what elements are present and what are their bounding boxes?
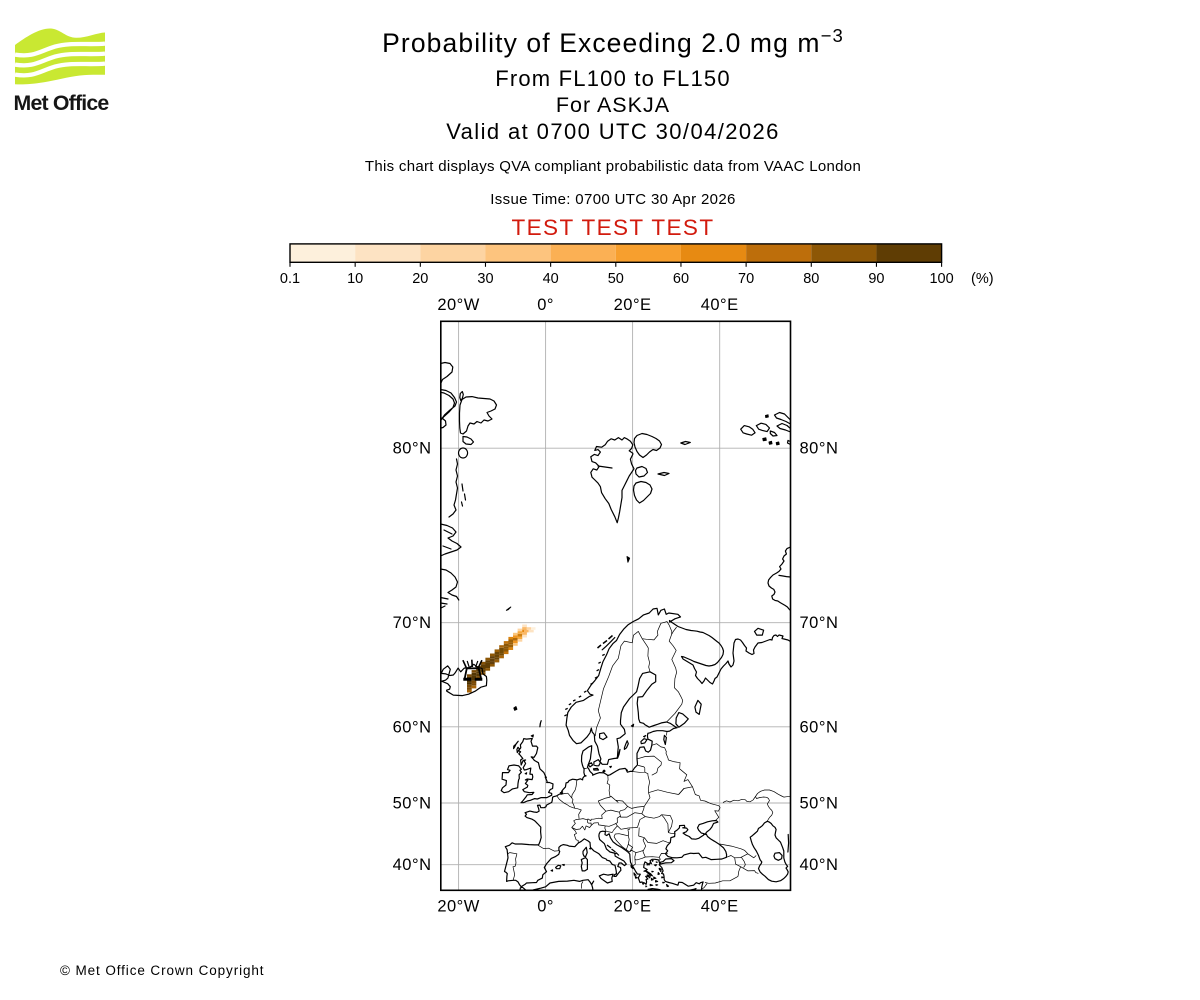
svg-text:10: 10 [347, 271, 363, 287]
svg-text:0.1: 0.1 [280, 271, 300, 287]
svg-text:70: 70 [738, 271, 754, 287]
svg-text:70°N: 70°N [393, 614, 432, 632]
svg-text:This chart displays QVA compli: This chart displays QVA compliant probab… [365, 158, 861, 175]
svg-text:30: 30 [477, 271, 493, 287]
svg-text:Probability of Exceeding 2.0 m: Probability of Exceeding 2.0 mg m−3 [382, 25, 844, 59]
svg-text:From FL100 to FL150: From FL100 to FL150 [495, 66, 731, 91]
svg-text:40°E: 40°E [701, 898, 739, 916]
svg-text:40°N: 40°N [800, 856, 839, 874]
svg-text:50°N: 50°N [800, 795, 839, 813]
svg-text:80°N: 80°N [800, 440, 839, 458]
svg-text:20°W: 20°W [437, 898, 480, 916]
svg-text:© Met Office Crown Copyright: © Met Office Crown Copyright [60, 963, 264, 978]
svg-text:40°E: 40°E [701, 296, 739, 314]
svg-text:Valid at 0700 UTC 30/04/2026: Valid at 0700 UTC 30/04/2026 [446, 119, 780, 144]
svg-text:60: 60 [673, 271, 689, 287]
svg-text:Met Office: Met Office [14, 91, 110, 115]
svg-text:60°N: 60°N [800, 718, 839, 736]
svg-text:90: 90 [868, 271, 884, 287]
svg-text:20°E: 20°E [614, 898, 652, 916]
svg-text:20°W: 20°W [437, 296, 480, 314]
svg-text:100: 100 [929, 271, 953, 287]
svg-text:0°: 0° [537, 296, 554, 314]
svg-text:80°N: 80°N [393, 440, 432, 458]
svg-text:0°: 0° [537, 898, 554, 916]
svg-text:50: 50 [608, 271, 624, 287]
svg-text:80: 80 [803, 271, 819, 287]
svg-text:40°N: 40°N [393, 856, 432, 874]
svg-text:40: 40 [543, 271, 559, 287]
svg-text:50°N: 50°N [393, 795, 432, 813]
svg-text:70°N: 70°N [800, 614, 839, 632]
svg-text:60°N: 60°N [393, 718, 432, 736]
svg-text:Issue Time: 0700 UTC 30 Apr 20: Issue Time: 0700 UTC 30 Apr 2026 [490, 191, 736, 208]
svg-text:20: 20 [412, 271, 428, 287]
svg-text:20°E: 20°E [614, 296, 652, 314]
svg-text:For ASKJA: For ASKJA [556, 93, 670, 117]
svg-text:TEST TEST TEST: TEST TEST TEST [512, 215, 715, 240]
svg-text:(%): (%) [971, 271, 994, 287]
